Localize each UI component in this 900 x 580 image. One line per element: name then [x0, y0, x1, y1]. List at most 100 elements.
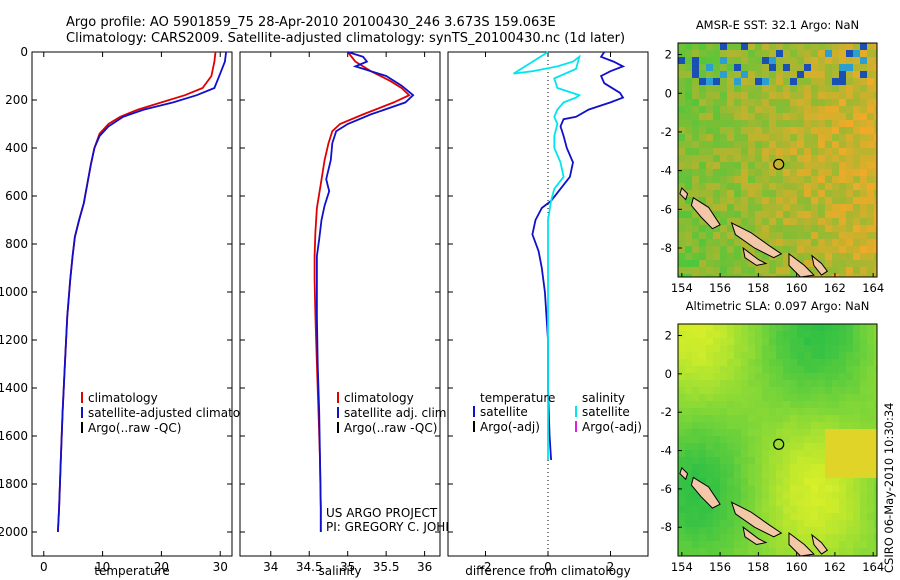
map-cell — [706, 366, 714, 374]
map-cell — [769, 436, 777, 444]
map-x-tick-label: 154 — [671, 560, 693, 574]
x-tick-label: 35 — [340, 560, 355, 574]
map-cell — [790, 204, 798, 212]
map-cell — [804, 436, 812, 444]
map-cell — [832, 92, 840, 100]
map-cell — [811, 183, 819, 191]
map-cell — [860, 338, 868, 346]
map-cell — [755, 429, 763, 437]
map-cell — [692, 345, 700, 353]
map-cell — [825, 99, 833, 107]
map-cell — [867, 541, 875, 549]
map-cell — [825, 225, 833, 233]
map-cell — [692, 64, 700, 72]
map-cell — [846, 239, 854, 247]
map-cell — [846, 274, 854, 278]
map-cell — [874, 464, 878, 472]
map-cell — [797, 436, 805, 444]
map-cell — [734, 541, 742, 549]
map-cell — [748, 64, 756, 72]
map-cell — [790, 274, 798, 278]
map-cell — [769, 401, 777, 409]
map-cell — [776, 120, 784, 128]
map-cell — [853, 246, 861, 254]
map-y-tick-label: -2 — [661, 405, 672, 419]
map-cell — [741, 520, 749, 528]
map-cell — [790, 99, 798, 107]
map-cell — [720, 520, 728, 528]
map-cell — [685, 127, 693, 135]
map-cell — [790, 485, 798, 493]
y-tick-label: 600 — [5, 189, 28, 203]
map-cell — [755, 373, 763, 381]
map-cell — [832, 120, 840, 128]
map-cell — [804, 169, 812, 177]
map-cell — [692, 359, 700, 367]
map-cell — [734, 211, 742, 219]
map-cell — [713, 225, 721, 233]
map-cell — [783, 436, 791, 444]
map-cell — [748, 246, 756, 254]
map-cell — [811, 324, 819, 332]
map-frame — [677, 42, 878, 278]
map-cell — [706, 513, 714, 521]
map-cell — [846, 324, 854, 332]
map-cell — [720, 345, 728, 353]
map-cell — [720, 197, 728, 205]
map-cell — [755, 197, 763, 205]
map-cell — [762, 492, 770, 500]
map-cell — [825, 183, 833, 191]
map-cell — [727, 106, 735, 114]
map-cell — [804, 99, 812, 107]
map-cell — [783, 492, 791, 500]
map-cell — [860, 71, 868, 79]
map-cell — [755, 218, 763, 226]
map-cell — [678, 443, 686, 451]
map-x-tick-label: 160 — [786, 560, 808, 574]
map-cell — [825, 527, 833, 535]
map-cell — [720, 485, 728, 493]
map-cell — [706, 155, 714, 163]
map-cell — [734, 380, 742, 388]
map-cell — [727, 43, 735, 51]
map-cell — [762, 71, 770, 79]
x-axis-label: salinity — [318, 564, 361, 578]
map-cell — [804, 471, 812, 479]
map-cell — [741, 43, 749, 51]
map-cell — [825, 127, 833, 135]
map-cell — [853, 232, 861, 240]
map-cell — [818, 197, 826, 205]
map-cell — [706, 239, 714, 247]
map-cell — [727, 373, 735, 381]
map-cell — [748, 499, 756, 507]
map-cell — [860, 408, 868, 416]
map-cell — [790, 527, 798, 535]
map-cell — [762, 274, 770, 278]
map-cell — [748, 422, 756, 430]
map-cell — [797, 450, 805, 458]
map-cell — [720, 387, 728, 395]
map-cell — [860, 253, 868, 261]
map-cell — [783, 373, 791, 381]
map-cell — [818, 324, 826, 332]
map-cell — [790, 457, 798, 465]
map-cell — [699, 527, 707, 535]
map-cell — [713, 141, 721, 149]
map-cell — [678, 239, 686, 247]
map-cell — [741, 485, 749, 493]
map-cell — [804, 450, 812, 458]
map-cell — [825, 471, 833, 479]
map-cell — [811, 50, 819, 58]
map-cell — [811, 85, 819, 93]
map-cell — [797, 499, 805, 507]
map-cell — [818, 169, 826, 177]
map-cell — [699, 352, 707, 360]
map-cell — [748, 99, 756, 107]
map-cell — [860, 485, 868, 493]
map-cell — [734, 359, 742, 367]
map-cell — [741, 85, 749, 93]
map-cell — [748, 324, 756, 332]
map-cell — [762, 169, 770, 177]
